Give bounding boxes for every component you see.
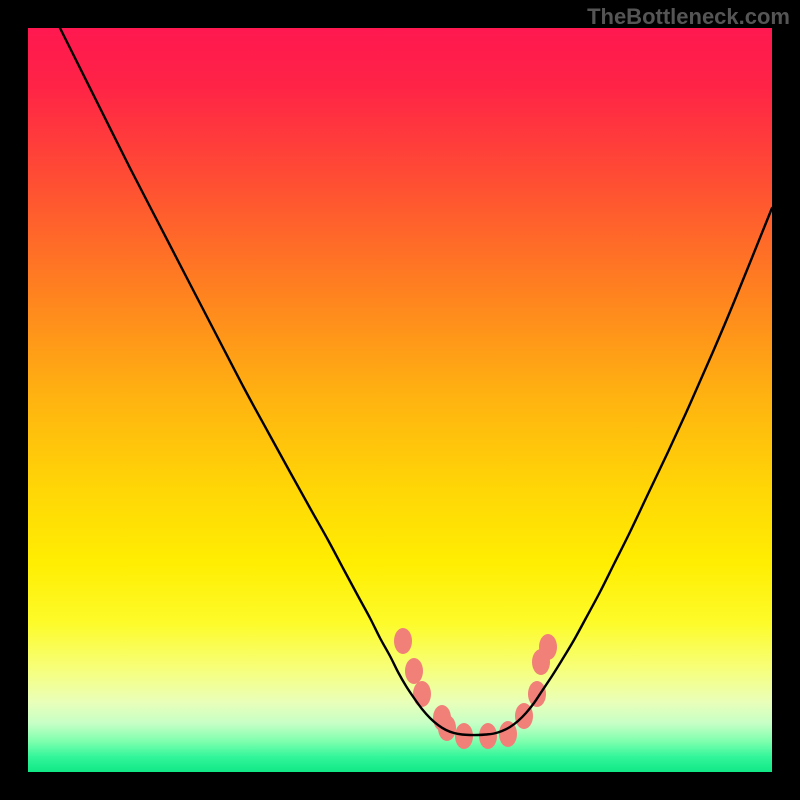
data-marker	[528, 681, 546, 707]
watermark-label: TheBottleneck.com	[587, 4, 790, 29]
data-marker	[413, 681, 431, 707]
chart-svg	[28, 28, 772, 772]
data-marker	[539, 634, 557, 660]
plot-area	[28, 28, 772, 772]
watermark-text: TheBottleneck.com	[587, 4, 790, 30]
gradient-background	[28, 28, 772, 772]
data-marker	[394, 628, 412, 654]
data-marker	[405, 658, 423, 684]
